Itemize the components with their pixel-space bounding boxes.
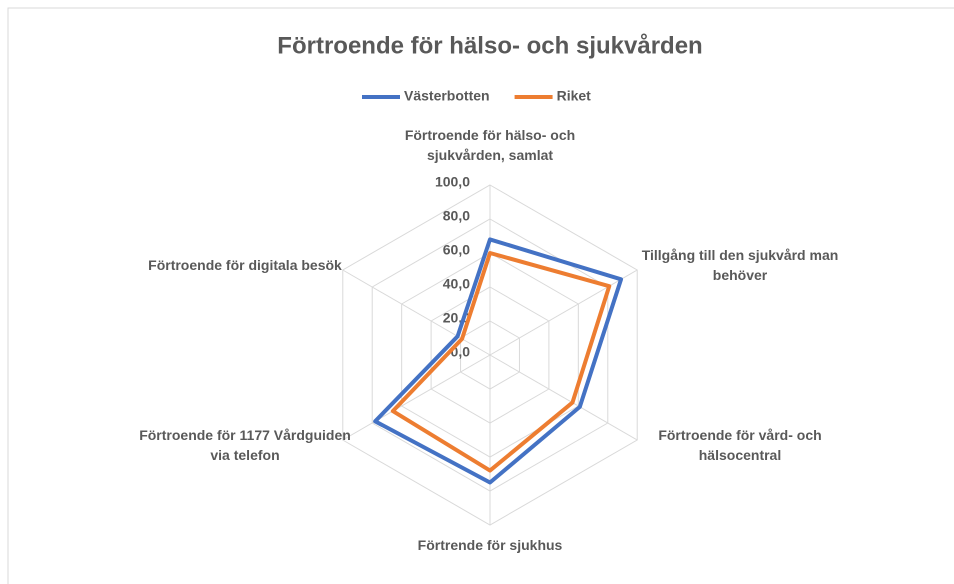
category-label: Förtroende för digitala besök xyxy=(148,257,342,273)
legend-label: Västerbotten xyxy=(404,88,490,104)
legend-label: Riket xyxy=(557,88,592,104)
category-label: Förtroende för 1177 Vårdguiden via telef… xyxy=(139,427,351,463)
spoke xyxy=(342,269,491,356)
r-tick-label: 100,0 xyxy=(435,174,470,190)
spoke xyxy=(342,354,491,441)
category-label: Förtroende för vård- och hälsocentral xyxy=(658,427,822,463)
series-line xyxy=(390,251,612,473)
spoke xyxy=(489,269,638,356)
r-tick-label: 40,0 xyxy=(443,276,470,292)
chart-frame xyxy=(7,7,954,584)
category-label: Tillgång till den sjukvård man behöver xyxy=(641,247,839,283)
series-line xyxy=(373,237,624,485)
chart-title: Förtroende för hälso- och sjukvården xyxy=(277,32,702,59)
spoke xyxy=(489,354,638,441)
r-tick-label: 80,0 xyxy=(443,208,470,224)
category-label: Förtrende för sjukhus xyxy=(417,537,563,553)
r-tick-label: 60,0 xyxy=(443,242,470,258)
category-label: Förtroende för hälso- och sjukvården, sa… xyxy=(404,127,576,163)
